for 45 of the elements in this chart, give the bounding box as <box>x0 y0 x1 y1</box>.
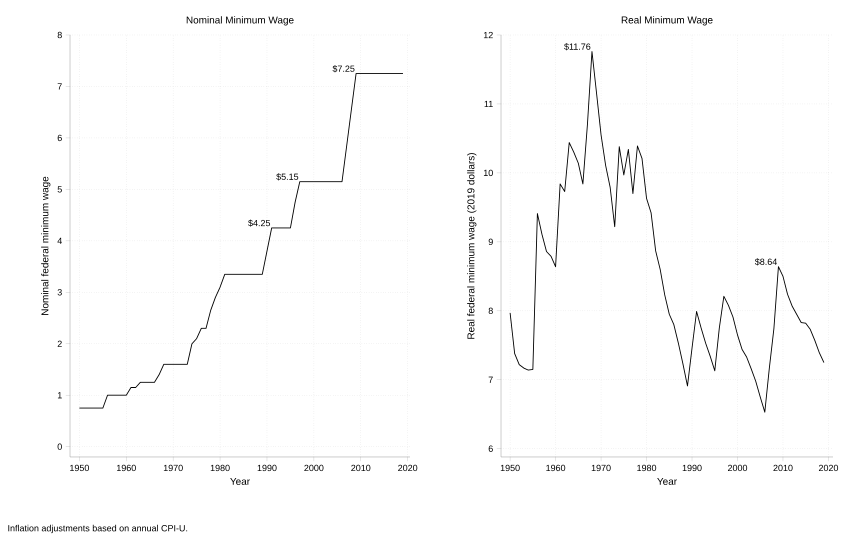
x-tick-label: 1960 <box>546 464 566 472</box>
x-tick-label: 2000 <box>728 464 748 472</box>
x-axis-title: Year <box>657 478 677 485</box>
y-tick-label: 8 <box>488 308 493 314</box>
annotation: $8.64 <box>754 258 777 266</box>
chart-title: Nominal Minimum Wage <box>186 16 294 26</box>
annotation: $11.76 <box>564 43 590 50</box>
x-tick-label: 2020 <box>818 464 838 472</box>
y-tick-label: 10 <box>484 170 493 176</box>
x-tick-label: 2020 <box>398 464 418 472</box>
y-tick-label: 1 <box>58 392 62 398</box>
y-tick-label: 0 <box>58 444 62 450</box>
x-axis-title: Year <box>230 478 250 485</box>
x-tick-label: 1950 <box>500 464 520 472</box>
x-tick-label: 1980 <box>210 464 230 472</box>
y-tick-label: 12 <box>484 32 493 38</box>
chart-title: Real Minimum Wage <box>622 16 713 26</box>
y-tick-label: 3 <box>58 289 62 296</box>
text: Inflation adjustments based on annual CPI-U. <box>8 524 188 534</box>
x-tick-label: 1980 <box>637 464 656 472</box>
y-tick-label: 4 <box>57 238 62 244</box>
x-tick-label: 2010 <box>351 464 370 472</box>
x-tick-label: 2000 <box>304 464 324 472</box>
y-tick-label: 5 <box>58 186 62 193</box>
y-tick-label: 6 <box>58 134 62 142</box>
annotation: $7.25 <box>332 65 354 72</box>
y-tick-label: 7 <box>58 83 62 90</box>
y-axis-title: Real federal minimum wage (2019 dollars) <box>467 153 476 339</box>
x-tick-label: 1990 <box>258 464 277 472</box>
annotation: $5.15 <box>276 173 298 180</box>
y-tick-label: 7 <box>488 376 493 383</box>
y-tick-label: 2 <box>58 340 62 347</box>
y-tick-label: 9 <box>488 238 493 246</box>
y-tick-label: 6 <box>488 446 493 452</box>
x-tick-label: 1960 <box>117 464 136 472</box>
x-tick-label: 1970 <box>592 464 611 472</box>
x-tick-label: 1990 <box>682 464 702 472</box>
y-tick-label: 8 <box>58 32 62 38</box>
x-tick-label: 1950 <box>70 464 90 472</box>
annotation: $4.25 <box>248 220 270 227</box>
x-tick-label: 1970 <box>164 464 183 472</box>
y-axis-title: Nominal federal minimum wage <box>41 176 50 315</box>
x-tick-label: 2010 <box>773 464 793 472</box>
line-series <box>510 51 824 413</box>
y-tick-label: 11 <box>484 100 493 108</box>
